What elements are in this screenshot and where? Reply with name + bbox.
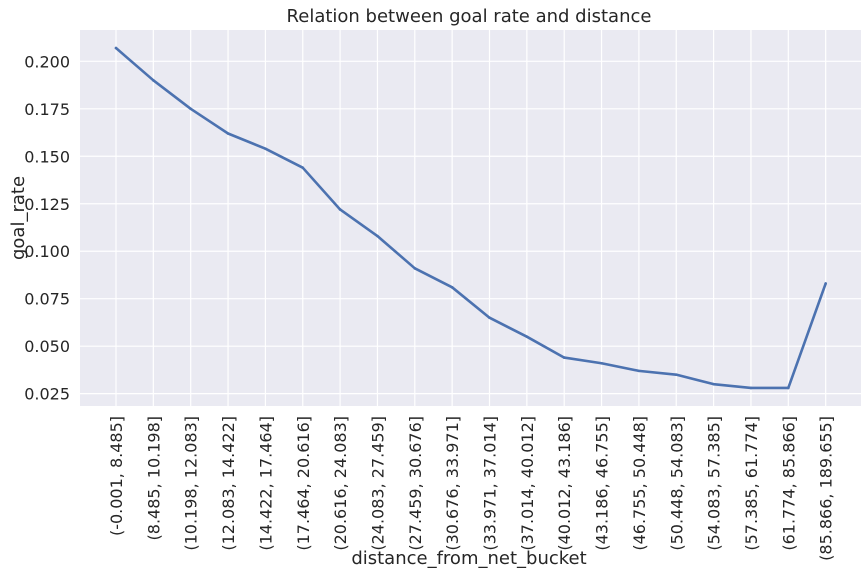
- x-tick-label: (54.083, 57.385]: [705, 416, 724, 551]
- data-point: [152, 79, 155, 82]
- data-point: [787, 386, 790, 390]
- x-tick-label: (12.083, 14.422]: [219, 416, 238, 551]
- series-line: [114, 46, 827, 390]
- x-tick-label: (17.464, 20.616]: [294, 416, 313, 551]
- data-point: [114, 46, 118, 50]
- data-point: [264, 147, 267, 150]
- x-axis-ticks: (-0.001, 8.485] (8.485, 10.198] (10.198, 1…: [107, 416, 836, 561]
- y-tick-label: 0.025: [24, 385, 70, 404]
- x-tick-label: (20.616, 24.083]: [331, 416, 350, 551]
- x-axis-title: distance_from_net_bucket: [351, 548, 586, 569]
- data-point: [712, 382, 715, 386]
- data-point: [450, 286, 454, 289]
- data-point: [562, 356, 566, 359]
- y-axis-ticks: 0.025 0.050 0.075 0.100 0.125 0.150 0.175 0.200: [24, 52, 70, 403]
- y-axis-title: goal_rate: [8, 176, 29, 260]
- x-tick-label: (33.971, 37.014]: [481, 416, 500, 551]
- x-tick-label: (30.676, 33.971]: [443, 416, 462, 551]
- data-point: [637, 369, 641, 373]
- x-tick-label: (10.198, 12.083]: [182, 416, 201, 551]
- data-point: [749, 386, 753, 390]
- y-tick-label: 0.150: [24, 147, 70, 166]
- x-tick-label: (46.755, 50.448]: [630, 416, 649, 551]
- x-tick-label: (37.014, 40.012]: [518, 416, 537, 551]
- data-point: [824, 282, 827, 285]
- plot-area: [80, 30, 861, 406]
- x-tick-label: (57.385, 61.774]: [742, 416, 761, 551]
- x-tick-label: (85.866, 189.655]: [817, 416, 836, 561]
- x-tick-label: (14.422, 17.464]: [256, 416, 275, 551]
- y-tick-label: 0.075: [24, 290, 70, 309]
- x-tick-label: (8.485, 10.198]: [144, 416, 163, 540]
- data-point: [525, 335, 529, 338]
- chart-title: Relation between goal rate and distance: [287, 6, 652, 27]
- data-points: [114, 46, 827, 390]
- x-tick-label: (27.459, 30.676]: [406, 416, 425, 551]
- data-point: [413, 267, 417, 270]
- y-tick-label: 0.100: [24, 242, 70, 261]
- data-point: [338, 208, 342, 211]
- data-point: [301, 166, 305, 169]
- x-tick-label: (-0.001, 8.485]: [107, 416, 126, 536]
- data-point: [674, 373, 678, 376]
- x-tick-label: (61.774, 85.866]: [779, 416, 798, 551]
- x-tick-label: (24.083, 27.459]: [368, 416, 387, 551]
- gridlines: [80, 30, 861, 406]
- y-tick-label: 0.050: [24, 337, 70, 356]
- data-point: [189, 107, 192, 111]
- data-point: [226, 132, 230, 135]
- x-tick-label: (50.448, 54.083]: [667, 416, 686, 551]
- y-tick-label: 0.175: [24, 100, 70, 119]
- x-tick-label: (43.186, 46.755]: [593, 416, 612, 551]
- data-point: [376, 234, 379, 238]
- data-point: [600, 361, 603, 365]
- data-point: [488, 316, 491, 319]
- x-tick-label: (40.012, 43.186]: [555, 416, 574, 551]
- y-tick-label: 0.125: [24, 195, 70, 214]
- y-tick-label: 0.200: [24, 52, 70, 71]
